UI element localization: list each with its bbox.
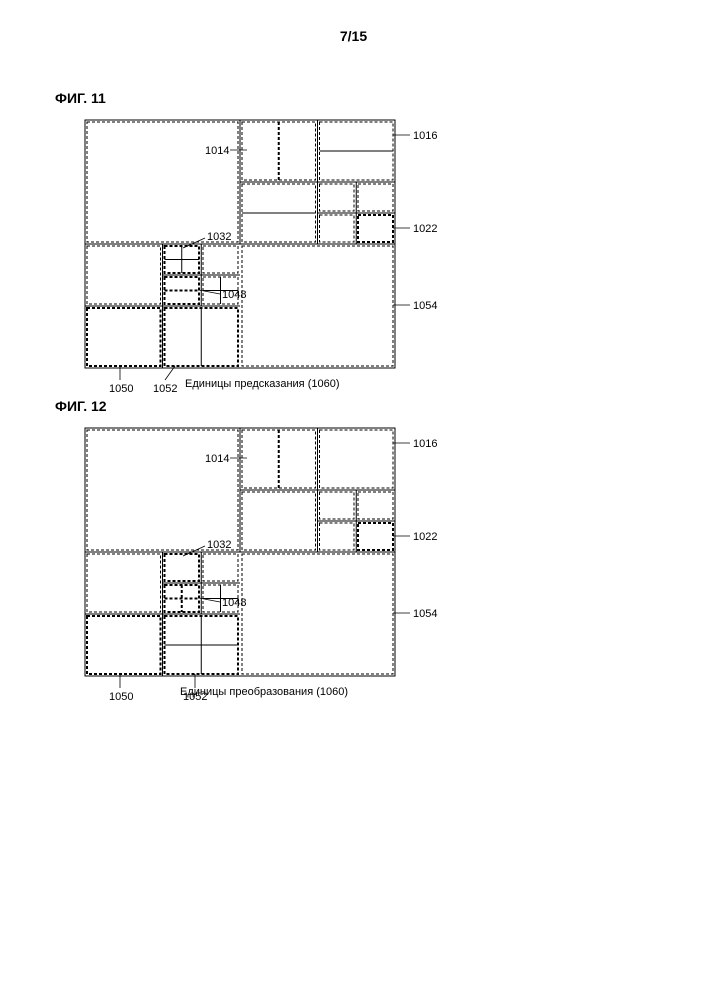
figure-11-caption: Единицы предсказания (1060) — [185, 378, 340, 390]
figure-12-title: ФИГ. 12 — [55, 398, 107, 414]
figure-11-svg: 1014 1016 1022 1032 1048 1054 1050 1052 — [65, 110, 465, 400]
label-1014: 1014 — [205, 145, 229, 157]
label-1048: 1048 — [222, 289, 246, 301]
label-1022: 1022 — [413, 531, 437, 543]
label-1050: 1050 — [109, 383, 133, 395]
label-1032: 1032 — [207, 539, 231, 551]
label-1032: 1032 — [207, 231, 231, 243]
page-number: 7/15 — [340, 28, 367, 44]
figure-12-svg: 1014 1016 1022 1032 1048 1054 1050 1052 — [65, 418, 465, 708]
figure-12-diagram: 1014 1016 1022 1032 1048 1054 1050 1052 — [65, 418, 465, 708]
label-1048: 1048 — [222, 597, 246, 609]
label-1054: 1054 — [413, 300, 437, 312]
figure-11-title: ФИГ. 11 — [55, 90, 106, 106]
label-1050: 1050 — [109, 691, 133, 703]
label-1014: 1014 — [205, 453, 229, 465]
label-1022: 1022 — [413, 223, 437, 235]
label-1054: 1054 — [413, 608, 437, 620]
page: 7/15 ФИГ. 11 — [0, 0, 707, 1000]
label-1016: 1016 — [413, 130, 437, 142]
label-1052: 1052 — [153, 383, 177, 395]
figure-12-caption: Единицы преобразования (1060) — [180, 686, 348, 698]
figure-11-diagram: 1014 1016 1022 1032 1048 1054 1050 1052 — [65, 110, 465, 400]
label-1016: 1016 — [413, 438, 437, 450]
